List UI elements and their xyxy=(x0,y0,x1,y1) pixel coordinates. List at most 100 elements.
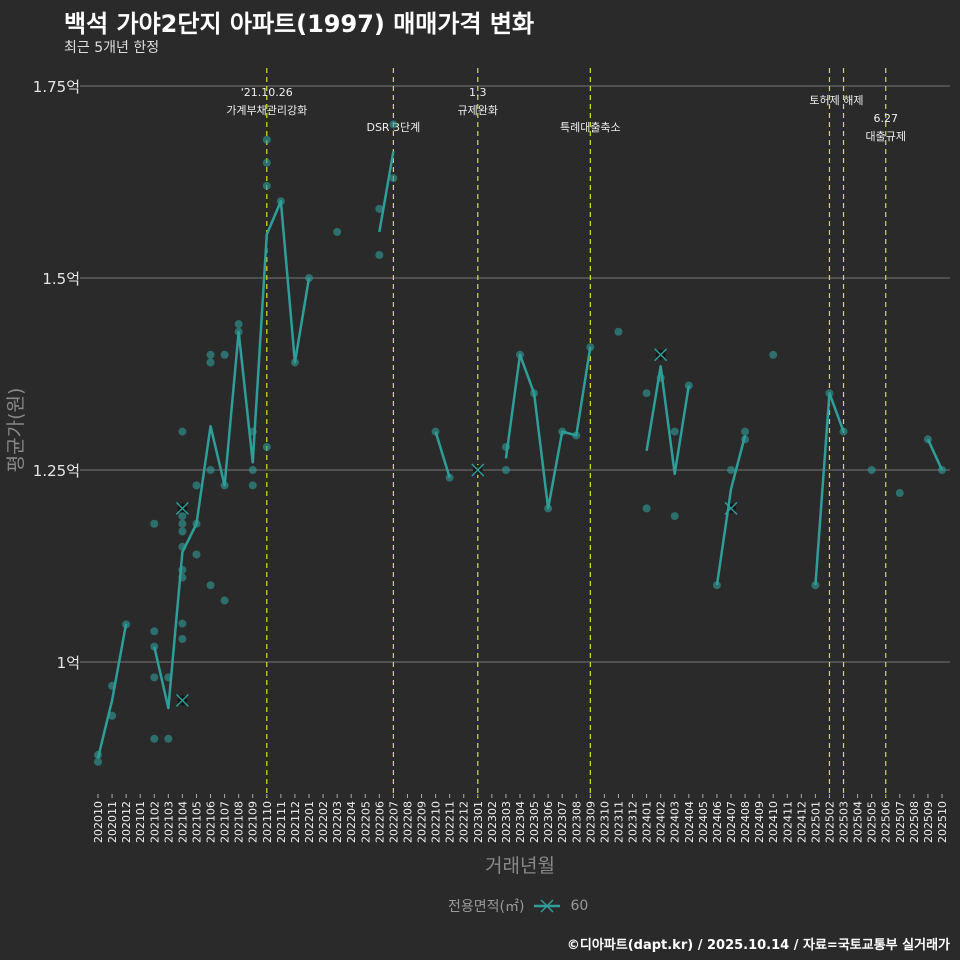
transaction-point xyxy=(206,466,215,474)
y-tick-label: 1.75억 xyxy=(33,78,80,96)
event-label: 특례대출축소 xyxy=(560,121,621,134)
x-tick-label: 202508 xyxy=(908,801,921,843)
x-tick-label: 202303 xyxy=(500,801,513,843)
y-axis-title: 평균가(원) xyxy=(5,388,27,473)
x-tick-label: 202312 xyxy=(627,801,640,843)
x-tick-label: 202011 xyxy=(106,801,119,843)
average-price-line xyxy=(96,623,128,759)
event-label: 가계부채관리강화 xyxy=(226,104,307,117)
average-price-line xyxy=(926,438,944,471)
x-tick-label: 202012 xyxy=(120,801,133,843)
chart-subtitle: 최근 5개년 한정 xyxy=(64,40,160,56)
x-tick-label: 202301 xyxy=(472,801,485,843)
transaction-point xyxy=(501,466,510,474)
transaction-point xyxy=(206,358,215,367)
transaction-point xyxy=(206,581,215,590)
x-axis-title: 거래년월 xyxy=(485,855,555,877)
transaction-point xyxy=(262,158,271,167)
x-tick-label: 202212 xyxy=(458,801,471,843)
x-tick-label: 202304 xyxy=(514,801,527,843)
transaction-point-cross xyxy=(654,348,668,362)
x-tick-label: 202104 xyxy=(176,801,189,843)
legend-title: 전용면적(㎡) xyxy=(448,899,525,915)
x-tick-label: 202211 xyxy=(444,801,457,843)
transaction-point xyxy=(642,389,651,398)
x-tick-label: 202205 xyxy=(359,801,372,843)
x-tick-label: 202404 xyxy=(683,801,696,843)
x-tick-label: 202501 xyxy=(809,801,822,843)
transaction-point xyxy=(248,466,257,474)
x-tick-label: 202105 xyxy=(190,801,203,843)
x-tick-label: 202305 xyxy=(528,801,541,843)
average-price-line xyxy=(504,346,592,510)
x-tick-label: 202308 xyxy=(570,801,583,843)
transaction-point-cross xyxy=(175,693,189,707)
event-label: 대출규제 xyxy=(865,130,905,143)
transaction-point xyxy=(150,673,159,682)
transaction-point xyxy=(389,174,398,183)
x-tick-label: 202401 xyxy=(641,801,654,843)
transaction-point xyxy=(248,481,257,490)
x-tick-label: 202202 xyxy=(317,801,330,843)
y-tick-label: 1.25억 xyxy=(33,462,80,480)
x-tick-label: 202406 xyxy=(711,801,724,843)
x-tick-label: 202201 xyxy=(303,801,316,843)
x-tick-label: 202411 xyxy=(781,801,794,843)
x-tick-label: 202409 xyxy=(753,801,766,843)
x-tick-label: 202403 xyxy=(669,801,682,843)
transaction-point xyxy=(389,120,398,129)
event-label: '21.10.26 xyxy=(241,86,293,99)
legend-entry-60: 60 xyxy=(570,898,589,914)
footer-credit: ©디아파트(dapt.kr) / 2025.10.14 / 자료=국토교통부 실… xyxy=(566,938,950,953)
transaction-point xyxy=(670,427,679,436)
x-tick-label: 202111 xyxy=(275,801,288,843)
x-tick-label: 202504 xyxy=(852,801,865,843)
transaction-point xyxy=(220,350,229,359)
x-tick-label: 202405 xyxy=(697,801,710,843)
transaction-point xyxy=(178,512,187,521)
x-tick-label: 202506 xyxy=(880,801,893,843)
x-tick-label: 202210 xyxy=(430,801,443,843)
x-tick-label: 202109 xyxy=(247,801,260,843)
transaction-point xyxy=(178,619,187,628)
x-tick-label: 202112 xyxy=(289,801,302,843)
x-tick-label: 202206 xyxy=(373,801,386,843)
x-tick-label: 202110 xyxy=(261,801,274,843)
average-price-line xyxy=(645,365,691,476)
x-tick-label: 202503 xyxy=(838,801,851,843)
x-tick-label: 202509 xyxy=(922,801,935,843)
x-tick-label: 202507 xyxy=(894,801,907,843)
x-tick-label: 202209 xyxy=(416,801,429,843)
transaction-point xyxy=(220,596,229,605)
average-price-line xyxy=(153,199,311,710)
transaction-point xyxy=(670,512,679,521)
transaction-point xyxy=(206,350,215,359)
x-tick-label: 202203 xyxy=(331,801,344,843)
transaction-point-cross xyxy=(175,501,189,515)
event-label: 규제완화 xyxy=(458,104,498,117)
chart-title: 백석 가야2단지 아파트(1997) 매매가격 변화 xyxy=(64,10,535,38)
y-tick-label: 1억 xyxy=(57,654,80,672)
average-price-line xyxy=(378,151,395,233)
x-tick-label: 202102 xyxy=(148,801,161,843)
transaction-point xyxy=(150,627,159,636)
legend: 전용면적(㎡) 60 xyxy=(448,896,588,916)
transaction-point xyxy=(178,634,187,643)
transaction-point xyxy=(333,227,342,236)
average-price-line xyxy=(814,391,845,586)
transaction-point xyxy=(769,350,778,359)
event-label: 1.3 xyxy=(469,86,487,99)
transaction-point xyxy=(234,320,243,329)
x-tick-label: 202108 xyxy=(233,801,246,843)
x-tick-label: 202302 xyxy=(486,801,499,843)
transaction-point xyxy=(867,466,876,474)
x-tick-label: 202208 xyxy=(401,801,414,843)
transaction-point xyxy=(262,181,271,190)
x-tick-label: 202402 xyxy=(655,801,668,843)
x-tick-label: 202207 xyxy=(387,801,400,843)
transaction-point xyxy=(192,481,201,490)
x-tick-label: 202510 xyxy=(936,801,949,843)
x-tick-label: 202407 xyxy=(725,801,738,843)
transaction-point xyxy=(178,519,187,528)
